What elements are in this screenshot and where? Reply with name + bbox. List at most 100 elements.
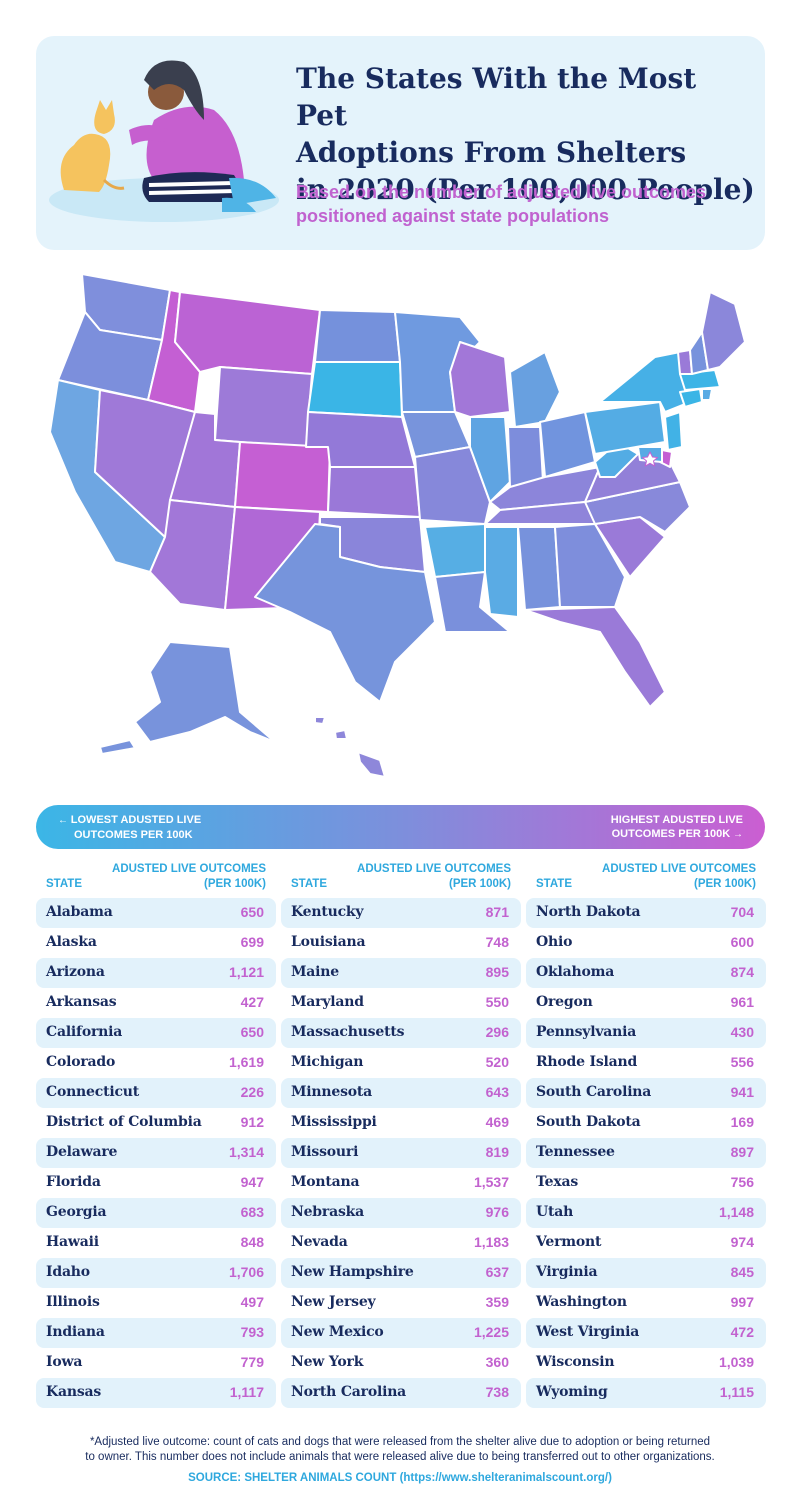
- table-row: Vermont 974: [526, 1228, 766, 1258]
- table-row: Louisiana 748: [281, 928, 521, 958]
- state-name: Tennessee: [536, 1144, 615, 1160]
- state-value: 472: [730, 1324, 754, 1340]
- state-montana: [174, 291, 321, 375]
- state-new-jersey: [664, 411, 683, 451]
- state-value: 497: [240, 1294, 264, 1310]
- state-value: 226: [240, 1084, 264, 1100]
- table-row: Montana 1,537: [281, 1168, 521, 1198]
- state-texas: [254, 523, 436, 703]
- state-value: 637: [485, 1264, 509, 1280]
- state-value: 748: [485, 934, 509, 950]
- state-value: 974: [730, 1234, 754, 1250]
- state-value: 1,039: [718, 1354, 754, 1370]
- state-rhode-island: [701, 388, 713, 401]
- state-pennsylvania: [584, 401, 666, 455]
- state-name: Michigan: [291, 1054, 364, 1070]
- table-row: New Hampshire 637: [281, 1258, 521, 1288]
- source-credit: SOURCE: SHELTER ANIMALS COUNT (https://w…: [188, 1472, 612, 1484]
- state-wyoming: [214, 366, 313, 448]
- table-row: Oklahoma 874: [526, 958, 766, 988]
- table-row: Michigan 520: [281, 1048, 521, 1078]
- state-value: 819: [485, 1144, 509, 1160]
- state-value: 360: [485, 1354, 509, 1370]
- state-name: Vermont: [536, 1234, 602, 1250]
- state-name: Arkansas: [46, 994, 117, 1010]
- state-name: California: [46, 1024, 123, 1040]
- state-name: Colorado: [46, 1054, 116, 1070]
- state-value: 845: [730, 1264, 754, 1280]
- state-value: 1,117: [229, 1384, 264, 1400]
- table-row: California 650: [36, 1018, 276, 1048]
- legend-low-label: ← LOWEST ADUSTED LIVE OUTCOMES PER 100K: [58, 814, 202, 841]
- table-row: Minnesota 643: [281, 1078, 521, 1108]
- table-row: Delaware 1,314: [36, 1138, 276, 1168]
- state-louisiana: [434, 571, 511, 633]
- table-column-3: STATE ADUSTED LIVE OUTCOMES (PER 100K) Nort…: [526, 858, 766, 1408]
- table-row: Idaho 1,706: [36, 1258, 276, 1288]
- state-value: 556: [730, 1054, 754, 1070]
- state-value: 427: [240, 994, 264, 1010]
- state-name: Florida: [46, 1174, 101, 1190]
- state-name: Pennsylvania: [536, 1024, 637, 1040]
- state-value: 1,537: [473, 1174, 509, 1190]
- state-value: 871: [485, 904, 509, 920]
- state-name: Rhode Island: [536, 1054, 638, 1070]
- state-michigan: [509, 351, 561, 428]
- state-name: Wyoming: [536, 1384, 608, 1400]
- state-name: New York: [291, 1354, 364, 1370]
- state-name: North Carolina: [291, 1384, 407, 1400]
- state-value: 683: [240, 1204, 264, 1220]
- state-value: 1,706: [228, 1264, 264, 1280]
- page-subtitle: Based on the number of adjusted live out…: [296, 182, 707, 226]
- state-name: Ohio: [536, 934, 573, 950]
- table-row: Missouri 819: [281, 1138, 521, 1168]
- table-row: Maine 895: [281, 958, 521, 988]
- state-name: Utah: [536, 1204, 574, 1220]
- state-arkansas: [424, 523, 486, 578]
- state-name: Massachusetts: [291, 1024, 405, 1040]
- state-name: Hawaii: [46, 1234, 99, 1250]
- state-maine: [701, 291, 746, 371]
- table-row: New Jersey 359: [281, 1288, 521, 1318]
- legend-high-label: HIGHEST ADUSTED LIVE OUTCOMES PER 100K →: [610, 814, 743, 840]
- table-row: New Mexico 1,225: [281, 1318, 521, 1348]
- state-value: 793: [240, 1324, 264, 1340]
- woman-and-cat-illustration: [49, 60, 279, 222]
- arrow-right-icon: →: [730, 829, 743, 840]
- state-south-dakota: [307, 361, 403, 418]
- state-name: Idaho: [46, 1264, 90, 1280]
- state-value: 430: [730, 1024, 754, 1040]
- state-alaska: [134, 641, 276, 743]
- table-row: District of Columbia 912: [36, 1108, 276, 1138]
- state-georgia: [554, 523, 626, 608]
- arrow-left-icon: ←: [58, 815, 71, 826]
- state-name: Connecticut: [46, 1084, 140, 1100]
- state-name: New Jersey: [291, 1294, 376, 1310]
- state-name: Arizona: [46, 964, 105, 980]
- state-value: 650: [240, 904, 264, 920]
- state-name: New Hampshire: [291, 1264, 414, 1280]
- footnote: *Adjusted live outcome: count of cats an…: [85, 1436, 715, 1463]
- state-mississippi: [484, 526, 519, 618]
- state-name: Kansas: [46, 1384, 102, 1400]
- state-name: Maine: [291, 964, 339, 980]
- table-header: STATE ADUSTED LIVE OUTCOMES (PER 100K): [281, 858, 521, 898]
- state-value: 650: [240, 1024, 264, 1040]
- state-name: Montana: [291, 1174, 360, 1190]
- state-name: Illinois: [46, 1294, 100, 1310]
- state-missouri: [414, 446, 491, 525]
- table-row: Oregon 961: [526, 988, 766, 1018]
- state-name: Minnesota: [291, 1084, 373, 1100]
- state-name: Oklahoma: [536, 964, 615, 980]
- state-value: 848: [240, 1234, 264, 1250]
- state-value: 469: [485, 1114, 509, 1130]
- state-name: Washington: [536, 1294, 627, 1310]
- state-name: North Dakota: [536, 904, 641, 920]
- table-row: Ohio 600: [526, 928, 766, 958]
- state-value: 895: [485, 964, 509, 980]
- state-indiana: [507, 426, 544, 488]
- table-header: STATE ADUSTED LIVE OUTCOMES (PER 100K): [526, 858, 766, 898]
- state-name: Texas: [536, 1174, 579, 1190]
- state-florida: [524, 606, 666, 708]
- table-row: Kansas 1,117: [36, 1378, 276, 1408]
